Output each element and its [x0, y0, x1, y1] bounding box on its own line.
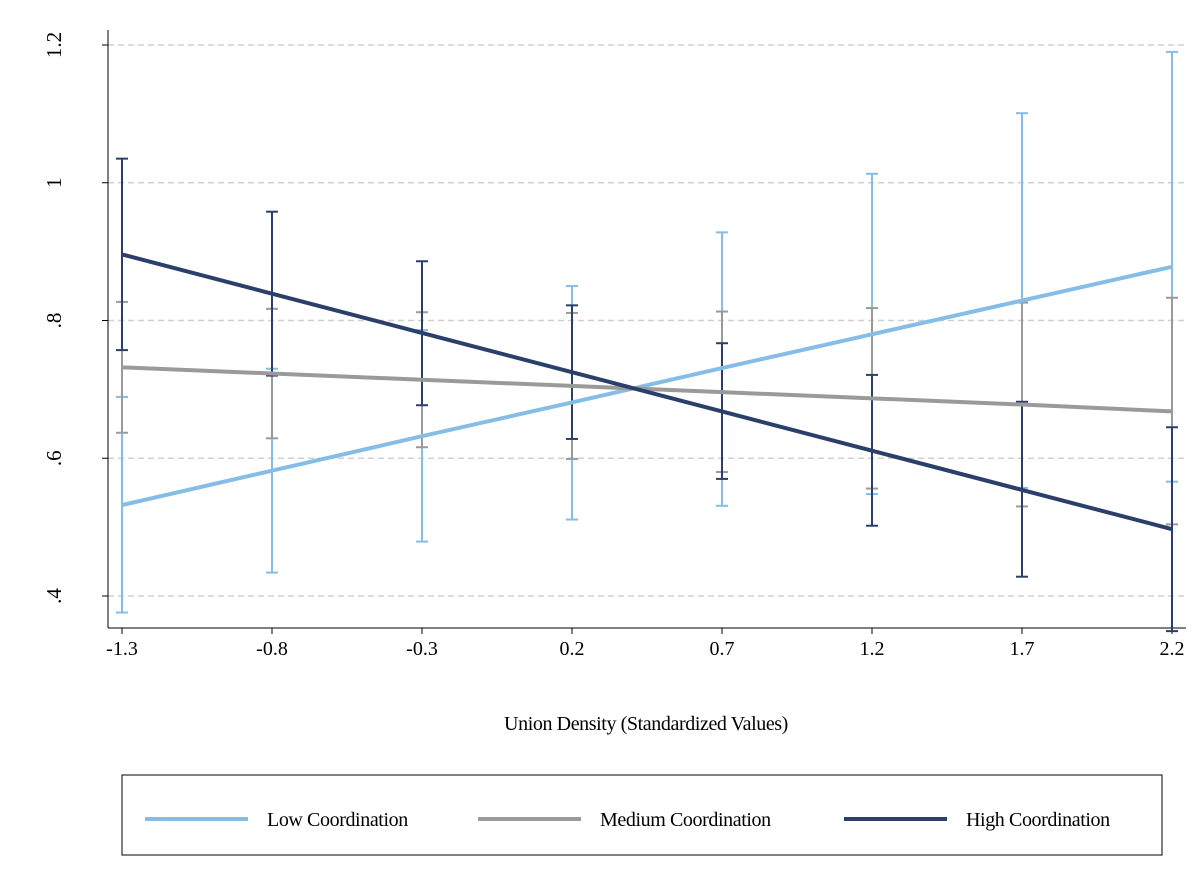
legend-label: Medium Coordination — [600, 809, 771, 831]
series-1 — [116, 50, 1178, 614]
y-tick-label: .6 — [42, 450, 66, 466]
x-tick-label: 1.2 — [860, 638, 885, 660]
x-tick-label: 0.2 — [560, 638, 585, 660]
x-axis-label: Union Density (Standardized Values) — [504, 713, 788, 735]
axes-layer: .4 .6 .8 1 1.2 -1.3 -0.8 -0.3 0.2 0.7 1.2 1.7 2.2 — [42, 30, 1186, 660]
x-tick-label: 1.7 — [1010, 638, 1035, 660]
y-tick-label: 1 — [42, 178, 66, 189]
y-tick-label: .4 — [42, 588, 66, 604]
legend-label: High Coordination — [966, 809, 1110, 831]
series-3 — [116, 157, 1178, 633]
x-tick-label: 0.7 — [710, 638, 735, 660]
grid-layer — [108, 44, 1186, 597]
x-tick-label: 2.2 — [1160, 638, 1185, 660]
x-tick-label: -0.8 — [256, 638, 288, 660]
legend-box — [121, 774, 1163, 856]
series-line-3 — [121, 252, 1173, 532]
y-tick-label: .8 — [42, 313, 66, 329]
series-line-1 — [121, 264, 1173, 508]
x-tick-label: -0.3 — [406, 638, 438, 660]
y-tick-label: 1.2 — [42, 32, 66, 58]
x-tick-label: -1.3 — [106, 638, 138, 660]
series-layer — [116, 50, 1178, 633]
series-line-2 — [121, 365, 1173, 414]
legend-label: Low Coordination — [267, 809, 408, 831]
legend: Low Coordination Medium Coordination High … — [121, 774, 1163, 856]
